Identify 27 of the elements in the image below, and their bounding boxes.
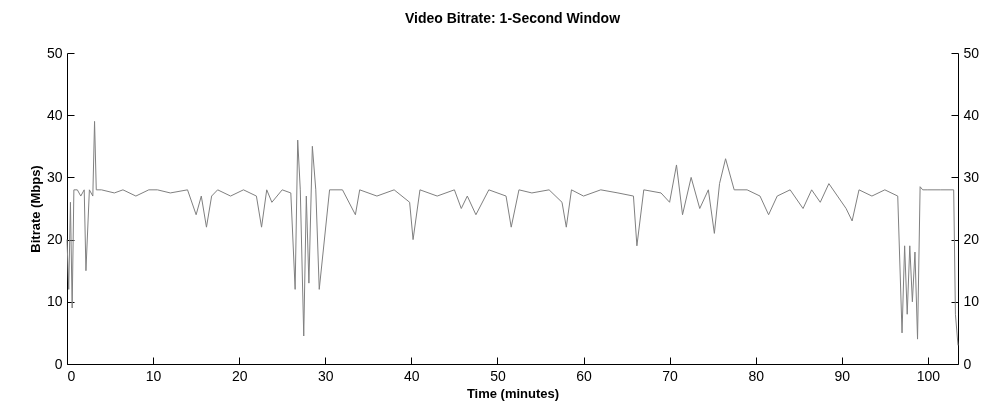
x-tick-label: 10 <box>145 367 162 384</box>
x-axis-title: Time (minutes) <box>466 385 560 401</box>
y-tick-label: 10 <box>46 293 63 310</box>
x-tick-label: 30 <box>317 367 334 384</box>
chart-title: Video Bitrate: 1-Second Window <box>404 10 621 26</box>
x-tick-label: 60 <box>576 367 593 384</box>
y2-tick-label: 20 <box>963 231 980 248</box>
x-tick-label: 100 <box>916 367 941 384</box>
y-tick-label: 30 <box>46 168 63 185</box>
y2-tick-label: 40 <box>963 106 980 123</box>
y-tick-label: 20 <box>46 231 63 248</box>
y-tick-label: 0 <box>54 355 63 372</box>
x-tick-label: 70 <box>662 367 679 384</box>
y2-tick-label: 30 <box>963 168 980 185</box>
x-tick-label: 20 <box>231 367 248 384</box>
x-tick-label: 0 <box>67 367 76 384</box>
x-tick-label: 40 <box>404 367 420 384</box>
x-tick-label: 50 <box>490 367 506 384</box>
x-tick-label: 80 <box>748 367 765 384</box>
y-tick-label: 50 <box>46 44 63 61</box>
y2-tick-label: 10 <box>963 293 980 310</box>
y2-tick-label: 0 <box>963 355 972 372</box>
y-tick-label: 40 <box>46 106 63 123</box>
y-axis-title: Bitrate (Mbps) <box>27 165 43 253</box>
y2-tick-label: 50 <box>963 44 980 61</box>
line-series <box>66 120 959 346</box>
x-tick-label: 90 <box>834 367 851 384</box>
